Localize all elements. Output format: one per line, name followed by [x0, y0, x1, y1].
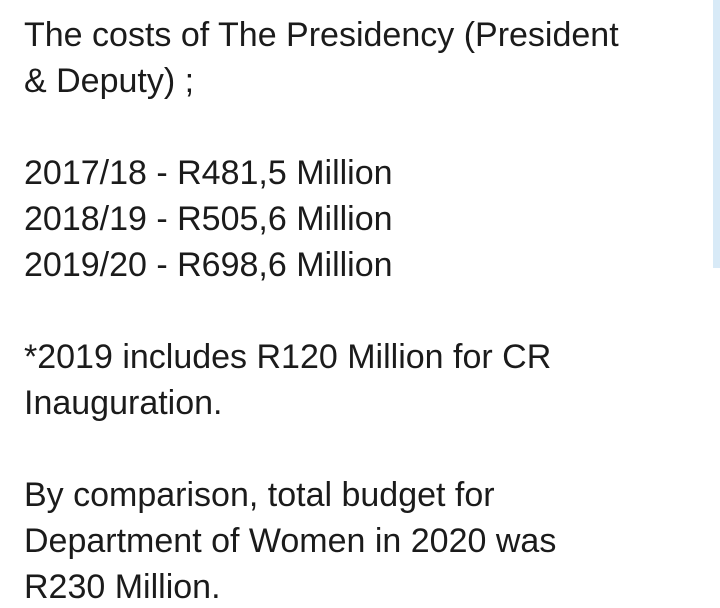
message-line: R230 Million.: [24, 568, 221, 606]
scrollbar-thumb[interactable]: [713, 0, 720, 268]
message-line: Inauguration.: [24, 384, 223, 422]
message-blank-line: [24, 426, 694, 472]
message-line: 2019/20 - R698,6 Million: [24, 246, 393, 284]
message-line: 2017/18 - R481,5 Million: [24, 154, 393, 192]
scrollbar-track[interactable]: [712, 0, 720, 608]
message-blank-line: [24, 104, 694, 150]
message-blank-line: [24, 288, 694, 334]
message-line: & Deputy) ;: [24, 62, 195, 100]
message-text: The costs of The Presidency (President &…: [24, 12, 694, 608]
message-line: By comparison, total budget for: [24, 476, 495, 514]
message-line: *2019 includes R120 Million for CR: [24, 338, 552, 376]
message-line: 2018/19 - R505,6 Million: [24, 200, 393, 238]
message-line: Department of Women in 2020 was: [24, 522, 557, 560]
message-line: The costs of The Presidency (President: [24, 16, 619, 54]
